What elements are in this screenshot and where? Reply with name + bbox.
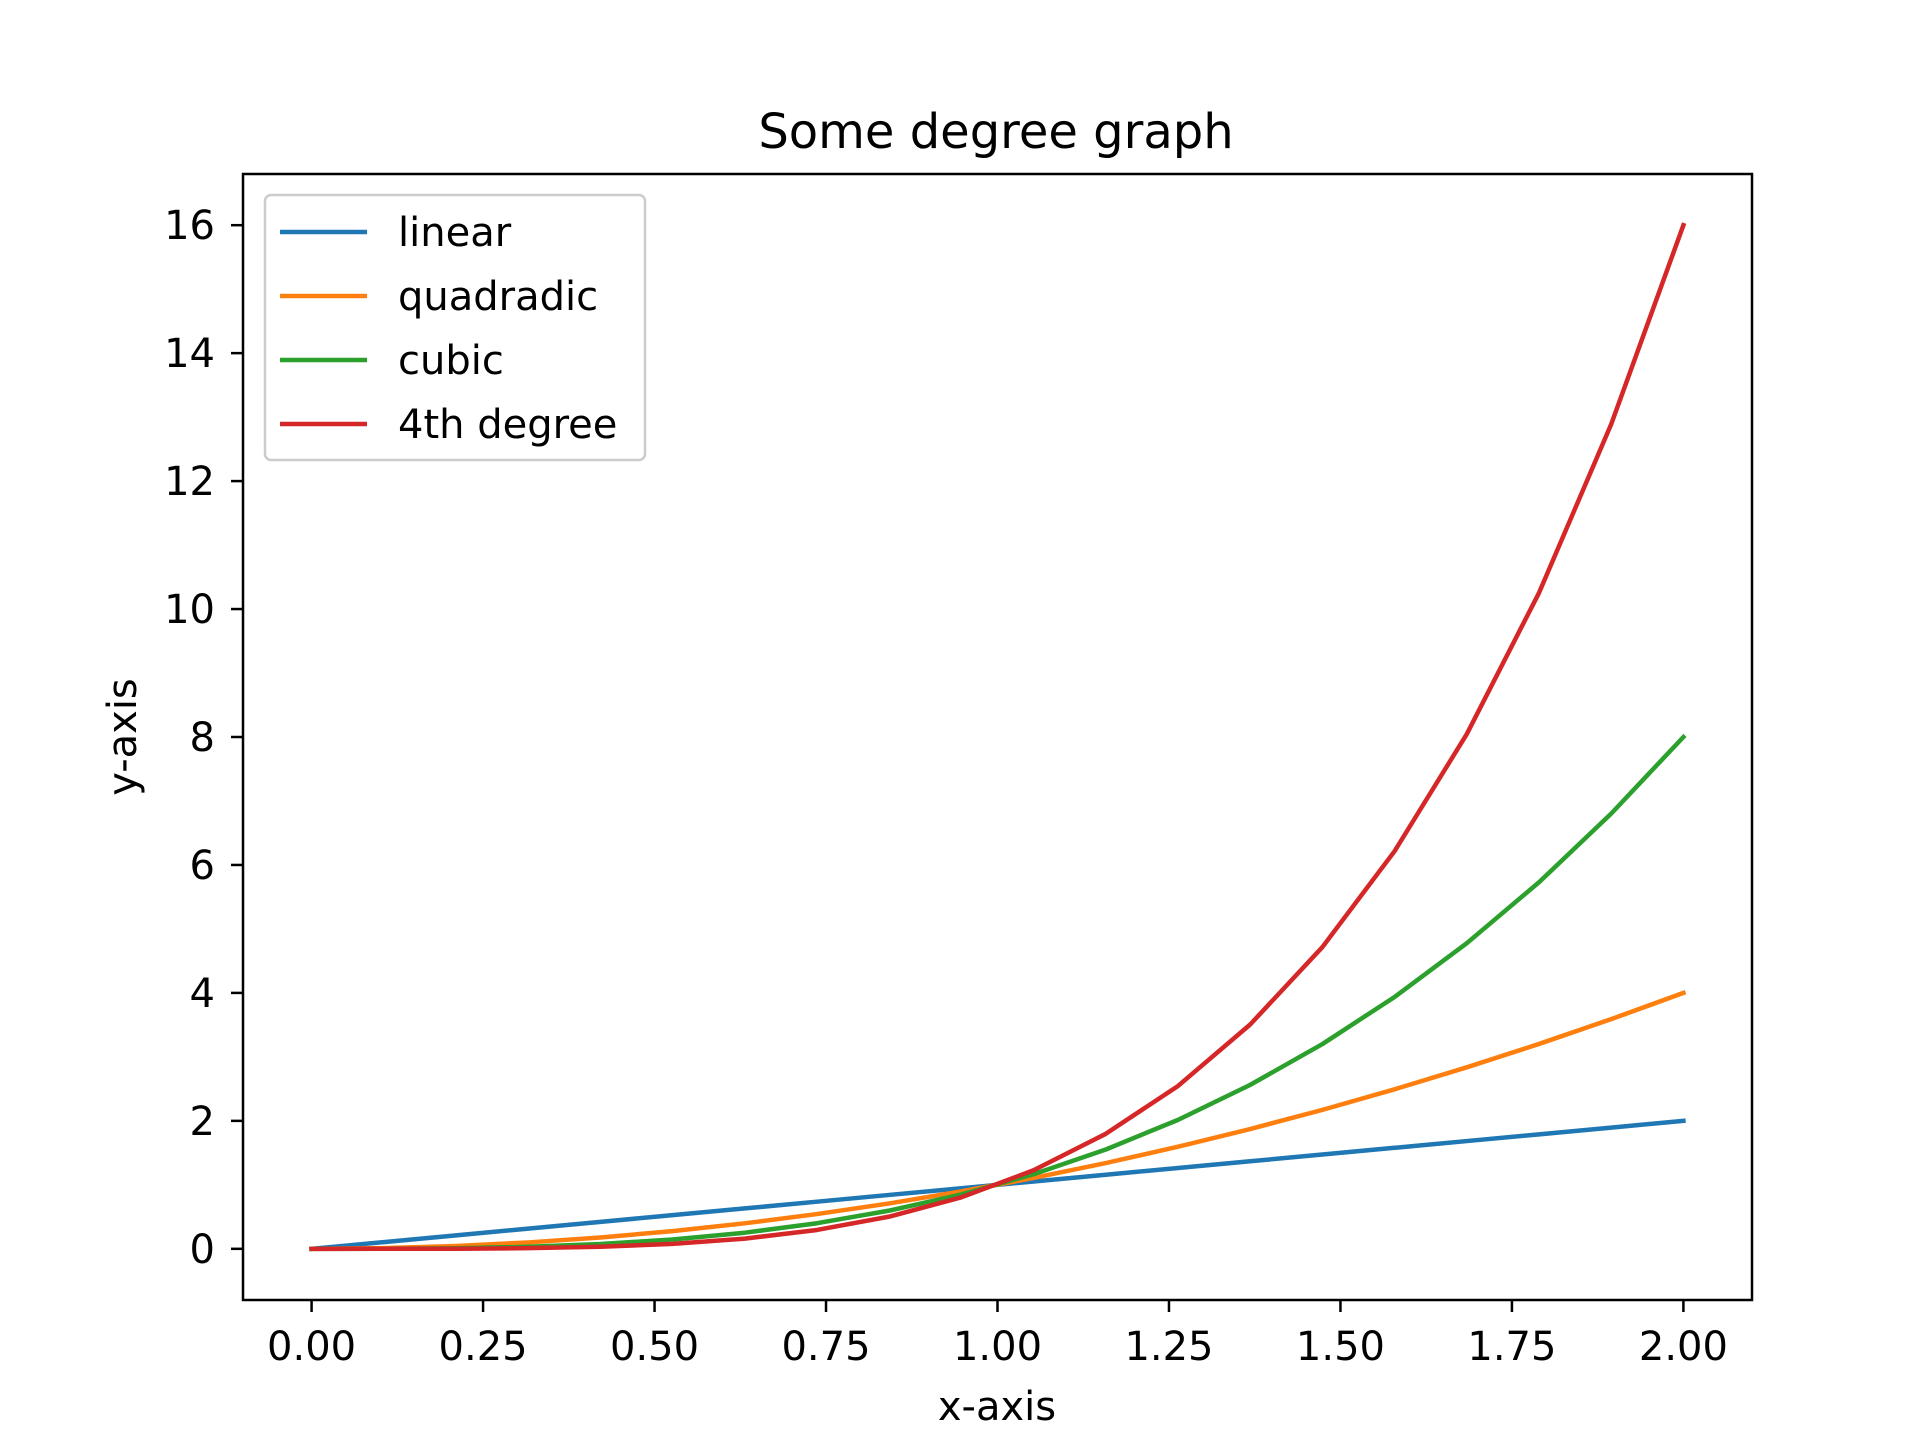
x-axis-label: x-axis — [938, 1384, 1056, 1430]
x-tick-label: 0.50 — [610, 1324, 699, 1370]
x-axis-ticks: 0.00 0.25 0.50 0.75 1.00 1.25 1.50 1.75 2.00 — [267, 1300, 1728, 1370]
y-tick-label: 8 — [190, 715, 215, 761]
legend-label-linear: linear — [398, 210, 512, 256]
x-tick-label: 0.25 — [439, 1324, 528, 1370]
y-tick-label: 6 — [190, 843, 215, 889]
y-axis-label: y-axis — [100, 678, 146, 796]
y-tick-label: 4 — [190, 971, 215, 1017]
plot-area — [309, 222, 1687, 1252]
legend-label-quadradic: quadradic — [398, 274, 598, 320]
x-tick-label: 2.00 — [1639, 1324, 1728, 1370]
y-axis-ticks: 0 2 4 6 8 10 12 14 16 — [164, 203, 243, 1273]
legend-label-cubic: cubic — [398, 338, 504, 384]
y-tick-label: 2 — [190, 1099, 215, 1145]
y-tick-label: 12 — [164, 459, 215, 505]
x-tick-label: 0.75 — [781, 1324, 870, 1370]
y-tick-label: 14 — [164, 331, 215, 377]
x-tick-label: 1.25 — [1124, 1324, 1213, 1370]
y-tick-label: 0 — [190, 1227, 215, 1273]
x-tick-label: 0.00 — [267, 1324, 356, 1370]
y-tick-label: 16 — [164, 203, 215, 249]
x-tick-label: 1.00 — [953, 1324, 1042, 1370]
legend-label-4th-degree: 4th degree — [398, 402, 617, 448]
legend: linear quadradic cubic 4th degree — [263, 193, 647, 462]
series-line-4th-degree — [309, 222, 1687, 1252]
x-tick-label: 1.50 — [1296, 1324, 1385, 1370]
chart-title: Some degree graph — [758, 104, 1233, 160]
x-tick-label: 1.75 — [1467, 1324, 1556, 1370]
legend-box — [263, 193, 647, 462]
y-tick-label: 10 — [164, 587, 215, 633]
